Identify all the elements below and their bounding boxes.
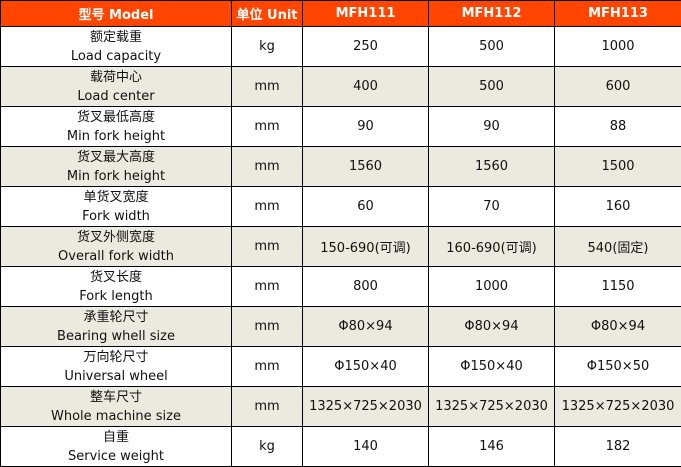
- parameter-en: Load capacity: [70, 48, 162, 64]
- table-row: 货叉最大高度 Min fork height mm 1560 1560 1500: [0, 146, 681, 187]
- table-row: 单货叉宽度 Fork width mm 60 70 160: [0, 186, 681, 227]
- value-cell: 146: [428, 426, 555, 467]
- unit-cell: mm: [231, 106, 303, 147]
- unit-cell: mm: [231, 186, 303, 227]
- parameter-cn: 承重轮尺寸: [83, 309, 149, 325]
- value-cell: 140: [302, 426, 429, 467]
- value-cell: 1500: [554, 146, 681, 187]
- value-cell: Φ80×94: [302, 306, 429, 347]
- unit-cell: mm: [231, 346, 303, 387]
- value-cell: 90: [428, 106, 555, 147]
- value-cell: 1560: [428, 146, 555, 187]
- unit-cell: mm: [231, 146, 303, 187]
- parameter-cell: 承重轮尺寸 Bearing whell size: [0, 306, 232, 347]
- parameter-cn: 载荷中心: [89, 69, 142, 85]
- parameter-cell: 整车尺寸 Whole machine size: [0, 386, 232, 427]
- parameter-cell: 货叉长度 Fork length: [0, 266, 232, 307]
- value-cell: 500: [428, 66, 555, 107]
- column-header: 型号 Model: [0, 0, 232, 27]
- value-cell: 150-690(可调): [302, 226, 429, 267]
- value-cell: 182: [554, 426, 681, 467]
- value-cell: 1000: [428, 266, 555, 307]
- parameter-en: Bearing whell size: [57, 328, 175, 344]
- value-cell: 160: [554, 186, 681, 227]
- value-cell: 540(固定): [554, 226, 681, 267]
- unit-cell: kg: [231, 26, 303, 67]
- parameter-cell: 自重 Service weight: [0, 426, 232, 467]
- parameter-cell: 额定载重 Load capacity: [0, 26, 232, 67]
- value-cell: 600: [554, 66, 681, 107]
- parameter-en: Overall fork width: [58, 248, 174, 264]
- parameter-cell: 货叉最大高度 Min fork height: [0, 146, 232, 187]
- parameter-en: Load center: [77, 88, 155, 104]
- value-cell: 250: [302, 26, 429, 67]
- parameter-cell: 货叉最低高度 Min fork height: [0, 106, 232, 147]
- value-cell: 88: [554, 106, 681, 147]
- value-cell: 1560: [302, 146, 429, 187]
- table-row: 货叉最低高度 Min fork height mm 90 90 88: [0, 106, 681, 147]
- value-cell: 70: [428, 186, 555, 227]
- header-row: 型号 Model 单位 Unit MFH111 MFH112 MFH113: [0, 0, 681, 27]
- column-header: 单位 Unit: [231, 0, 303, 27]
- value-cell: 800: [302, 266, 429, 307]
- value-cell: Φ80×94: [554, 306, 681, 347]
- parameter-cn: 整车尺寸: [89, 389, 142, 405]
- column-header: MFH112: [428, 0, 555, 27]
- parameter-cn: 货叉最大高度: [76, 149, 155, 165]
- unit-cell: mm: [231, 306, 303, 347]
- value-cell: 1150: [554, 266, 681, 307]
- value-cell: 500: [428, 26, 555, 67]
- value-cell: 1325×725×2030: [302, 386, 429, 427]
- unit-cell: mm: [231, 386, 303, 427]
- unit-cell: mm: [231, 266, 303, 307]
- table-row: 货叉外侧宽度 Overall fork width mm 150-690(可调) 160…: [0, 226, 681, 267]
- table-row: 货叉长度 Fork length mm 800 1000 1150: [0, 266, 681, 307]
- parameter-cell: 单货叉宽度 Fork width: [0, 186, 232, 227]
- parameter-en: Service weight: [67, 448, 164, 464]
- table-row: 承重轮尺寸 Bearing whell size mm Φ80×94 Φ80×94 Φ80…: [0, 306, 681, 347]
- parameter-cn: 货叉外侧宽度: [76, 229, 155, 245]
- table-row: 额定载重 Load capacity kg 250 500 1000: [0, 26, 681, 67]
- table-row: 整车尺寸 Whole machine size mm 1325×725×2030 132…: [0, 386, 681, 427]
- table-row: 万向轮尺寸 Universal wheel mm Φ150×40 Φ150×40 Φ150…: [0, 346, 681, 387]
- value-cell: 160-690(可调): [428, 226, 555, 267]
- unit-cell: mm: [231, 66, 303, 107]
- parameter-cn: 额定载重: [89, 29, 142, 45]
- parameter-cell: 载荷中心 Load center: [0, 66, 232, 107]
- column-header: MFH113: [554, 0, 681, 27]
- table-row: 自重 Service weight kg 140 146 182: [0, 426, 681, 467]
- table-row: 载荷中心 Load center mm 400 500 600: [0, 66, 681, 107]
- parameter-en: Min fork height: [66, 168, 166, 184]
- parameter-cn: 万向轮尺寸: [83, 349, 149, 365]
- value-cell: Φ150×40: [302, 346, 429, 387]
- parameter-cell: 万向轮尺寸 Universal wheel: [0, 346, 232, 387]
- parameter-en: Whole machine size: [51, 408, 181, 424]
- parameter-en: Fork length: [79, 288, 153, 304]
- parameter-cn: 自重: [102, 429, 129, 445]
- parameter-en: Min fork height: [66, 128, 166, 144]
- value-cell: 1325×725×2030: [554, 386, 681, 427]
- value-cell: Φ80×94: [428, 306, 555, 347]
- value-cell: Φ150×40: [428, 346, 555, 387]
- parameter-cn: 货叉最低高度: [76, 109, 155, 125]
- value-cell: 90: [302, 106, 429, 147]
- value-cell: 1000: [554, 26, 681, 67]
- value-cell: 400: [302, 66, 429, 107]
- unit-cell: mm: [231, 226, 303, 267]
- parameter-cell: 货叉外侧宽度 Overall fork width: [0, 226, 232, 267]
- parameter-cn: 货叉长度: [89, 269, 142, 285]
- column-header: MFH111: [302, 0, 429, 27]
- value-cell: 60: [302, 186, 429, 227]
- unit-cell: kg: [231, 426, 303, 467]
- value-cell: 1325×725×2030: [428, 386, 555, 427]
- parameter-en: Universal wheel: [64, 368, 168, 384]
- parameter-cn: 单货叉宽度: [83, 189, 149, 205]
- parameter-en: Fork width: [82, 208, 150, 224]
- value-cell: Φ150×50: [554, 346, 681, 387]
